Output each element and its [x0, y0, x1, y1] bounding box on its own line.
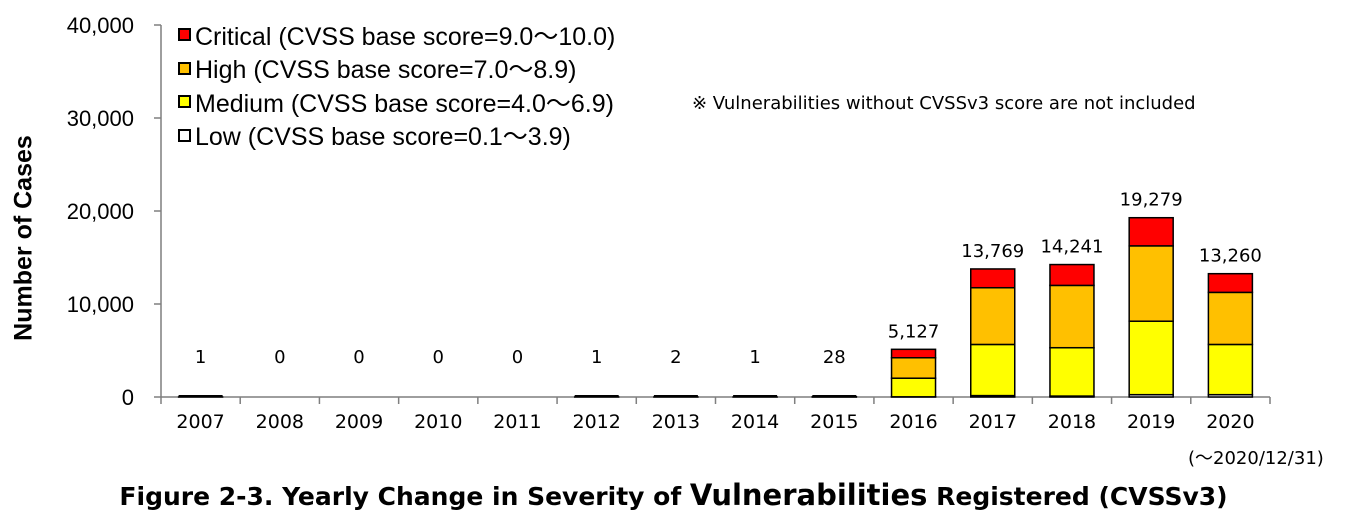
bar-segment — [1207, 272, 1254, 294]
bar-total-label: 13,769 — [961, 241, 1024, 262]
x-tick-label: 2019 — [1127, 411, 1175, 433]
x-tick-label: 2011 — [493, 411, 541, 433]
x-tick-label: 2015 — [810, 411, 858, 433]
x-tick-label: 2016 — [889, 411, 937, 433]
bar-total-label: 28 — [823, 347, 846, 368]
bar-total-label: 1 — [749, 347, 760, 368]
x-tick-label: 2018 — [1048, 411, 1096, 433]
legend-item-medium: Medium (CVSS base score=4.0～6.9) — [178, 85, 615, 119]
bar-segment — [1128, 245, 1174, 322]
legend-label-high: High (CVSS base score=7.0～8.9) — [195, 56, 577, 85]
x-tick-label: 2010 — [414, 411, 462, 433]
bar-total-label: 0 — [274, 347, 285, 368]
legend-label-critical: Critical (CVSS base score=9.0～10.0) — [195, 22, 616, 51]
x-tick-label: 2008 — [256, 411, 304, 433]
legend-item-critical: Critical (CVSS base score=9.0～10.0) — [178, 18, 615, 52]
legend-swatch-low — [178, 128, 191, 142]
bar-total-label: 19,279 — [1120, 190, 1183, 211]
y-tick-label: 30,000 — [67, 106, 134, 131]
legend-label-low: Low (CVSS base score=0.1～3.9) — [195, 123, 571, 152]
bar-segment — [1128, 320, 1174, 396]
caption-suffix: Registered (CVSSv3) — [927, 482, 1228, 511]
x-tick-label: 2012 — [572, 411, 620, 433]
figure-caption: Figure 2-3. Yearly Change in Severity of… — [0, 478, 1347, 512]
legend-item-high: High (CVSS base score=7.0～8.9) — [178, 52, 615, 86]
bar-total-label: 2 — [670, 347, 681, 368]
bar-segment — [1207, 291, 1254, 346]
bar-segment — [1207, 343, 1254, 396]
y-axis-label: Number of Cases — [9, 135, 38, 341]
bar-segment — [890, 377, 937, 398]
bar-segment — [970, 343, 1016, 397]
y-axis-label-wrap: Number of Cases — [4, 118, 44, 358]
legend-item-low: Low (CVSS base score=0.1～3.9) — [178, 119, 615, 153]
bar-segment — [970, 268, 1016, 289]
bar-segment — [1049, 346, 1095, 397]
bar-total-label: 5,127 — [888, 321, 940, 342]
exclusion-note: ※ Vulnerabilities without CVSSv3 score a… — [692, 93, 1196, 114]
y-tick-label: 40,000 — [67, 13, 134, 38]
bar-total-label: 1 — [591, 347, 602, 368]
chart-canvas: 0 10,000 20,000 30,000 40,000 1 2007 0 2008 0 2009… — [67, 13, 1271, 433]
legend-swatch-critical — [178, 28, 191, 42]
bar-segment — [1049, 263, 1095, 287]
bar-total-label: 1 — [195, 347, 206, 368]
bar-segment — [970, 286, 1016, 346]
y-tick-label: 0 — [122, 385, 134, 410]
x-tick-label: 2013 — [652, 411, 700, 433]
bar-total-label: 0 — [353, 347, 364, 368]
x-tick-label: 2020 — [1206, 411, 1254, 433]
legend-swatch-high — [178, 61, 191, 75]
legend-swatch-medium — [178, 95, 191, 109]
bar-segment — [890, 348, 937, 359]
last-year-date-note: (～2020/12/31) — [1188, 448, 1324, 469]
x-tick-label: 2014 — [731, 411, 779, 433]
bar-total-label: 13,260 — [1199, 246, 1262, 267]
bar-total-label: 0 — [433, 347, 444, 368]
bar-segment — [1128, 216, 1174, 247]
x-tick-label: 2017 — [969, 411, 1017, 433]
caption-prefix: Figure 2-3. Yearly Change in Severity of — [119, 482, 690, 511]
legend-label-medium: Medium (CVSS base score=4.0～6.9) — [195, 89, 614, 118]
x-tick-label: 2009 — [335, 411, 383, 433]
legend: Critical (CVSS base score=9.0～10.0) High… — [178, 18, 615, 152]
x-tick-label: 2007 — [176, 411, 224, 433]
bar-total-label: 0 — [512, 347, 523, 368]
bar-segment — [890, 357, 937, 379]
y-tick-label: 10,000 — [67, 292, 134, 317]
y-tick-label: 20,000 — [67, 199, 134, 224]
bar-total-label: 14,241 — [1040, 237, 1103, 258]
bar-segment — [1049, 284, 1095, 349]
caption-emphasis: Vulnerabilities — [689, 478, 928, 512]
